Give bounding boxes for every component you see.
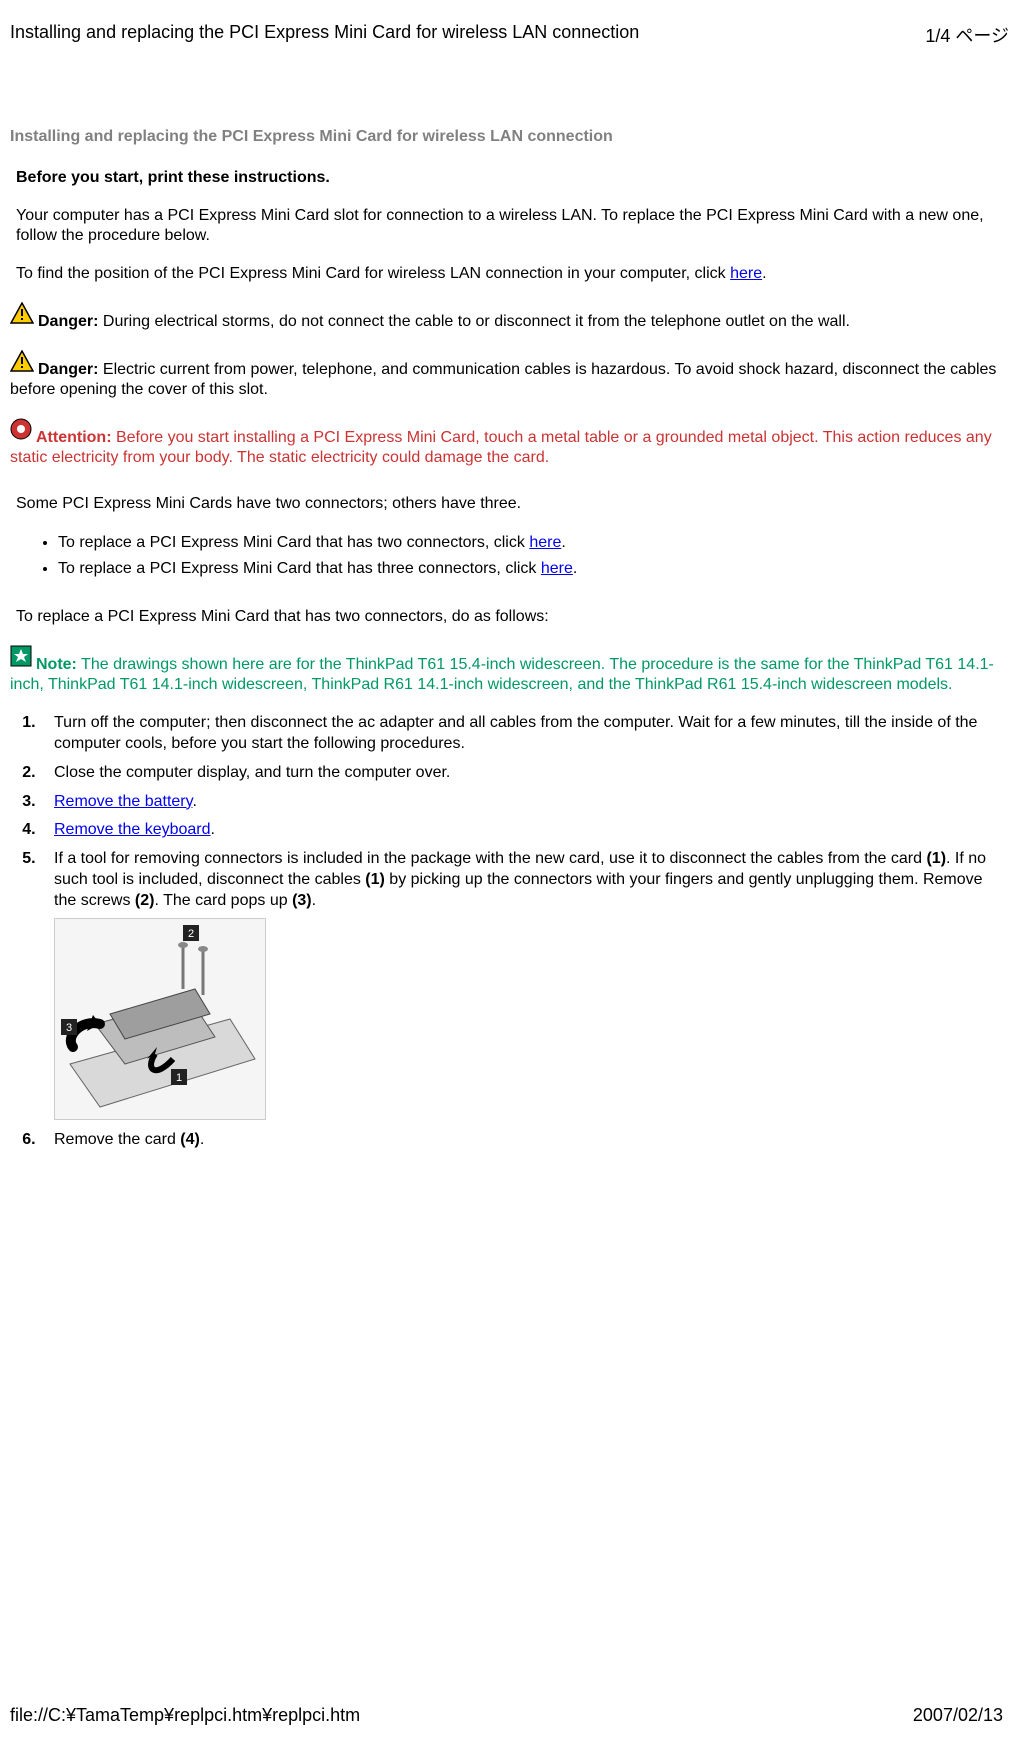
text: . The card pops up — [154, 892, 292, 909]
list-item: To replace a PCI Express Mini Card that … — [58, 532, 1003, 554]
callout-ref: (2) — [135, 892, 155, 909]
note-label: Note: — [36, 656, 77, 673]
text: If a tool for removing connectors is inc… — [54, 850, 926, 867]
note-icon — [10, 645, 32, 673]
text: . — [573, 560, 577, 577]
danger-label: Danger: — [38, 313, 98, 330]
step-text: Close the computer display, and turn the… — [54, 764, 450, 781]
list-item: To replace a PCI Express Mini Card that … — [58, 558, 1003, 580]
note-block: Note: The drawings shown here are for th… — [10, 645, 1003, 695]
step-3: Remove the battery. — [40, 792, 1003, 813]
step-6: Remove the card (4). — [40, 1130, 1003, 1151]
text: To replace a PCI Express Mini Card that … — [58, 560, 541, 577]
link-remove-battery[interactable]: Remove the battery — [54, 793, 192, 810]
link-position-here[interactable]: here — [730, 265, 762, 282]
text: . — [312, 892, 316, 909]
step-5: If a tool for removing connectors is inc… — [40, 849, 1003, 1119]
danger-text: Electric current from power, telephone, … — [10, 361, 996, 398]
callout-ref: (1) — [926, 850, 946, 867]
connector-options-list: To replace a PCI Express Mini Card that … — [10, 532, 1003, 579]
footer-path: file://C:¥TamaTemp¥replpci.htm¥replpci.h… — [10, 1705, 360, 1726]
text: . — [762, 265, 766, 282]
intro-instruction: Before you start, print these instructio… — [16, 168, 1003, 188]
attention-text: Before you start installing a PCI Expres… — [10, 429, 992, 466]
text: . — [561, 534, 565, 551]
document-title: Installing and replacing the PCI Express… — [10, 128, 1003, 146]
text: . — [211, 821, 215, 838]
danger-block-1: Danger: During electrical storms, do not… — [10, 302, 1003, 332]
step-2: Close the computer display, and turn the… — [40, 763, 1003, 784]
danger-label: Danger: — [38, 361, 98, 378]
procedure-steps: Turn off the computer; then disconnect t… — [10, 713, 1003, 1150]
step-text: Turn off the computer; then disconnect t… — [54, 714, 977, 752]
text: . — [192, 793, 196, 810]
header-pageinfo: 1/4 ページ — [925, 22, 1009, 48]
connectors-intro: Some PCI Express Mini Cards have two con… — [16, 494, 1003, 514]
document-body: Installing and replacing the PCI Express… — [0, 48, 1013, 1150]
text: . — [200, 1131, 204, 1148]
text: Remove the card — [54, 1131, 180, 1148]
attention-label: Attention: — [36, 429, 112, 446]
callout-ref: (1) — [365, 871, 385, 888]
page-header: Installing and replacing the PCI Express… — [0, 0, 1013, 48]
callout-ref: (3) — [292, 892, 312, 909]
callout-ref: (4) — [180, 1131, 200, 1148]
attention-block: Attention: Before you start installing a… — [10, 418, 1003, 468]
footer-date: 2007/02/13 — [913, 1705, 1003, 1726]
step-4: Remove the keyboard. — [40, 820, 1003, 841]
callout-2: 2 — [188, 928, 194, 940]
callout-1: 1 — [176, 1072, 182, 1084]
page-footer: file://C:¥TamaTemp¥replpci.htm¥replpci.h… — [0, 1705, 1013, 1748]
note-text: The drawings shown here are for the Thin… — [10, 656, 994, 693]
step-1: Turn off the computer; then disconnect t… — [40, 713, 1003, 755]
link-three-connectors[interactable]: here — [541, 560, 573, 577]
link-two-connectors[interactable]: here — [529, 534, 561, 551]
link-remove-keyboard[interactable]: Remove the keyboard — [54, 821, 211, 838]
danger-icon — [10, 350, 34, 378]
danger-icon — [10, 302, 34, 330]
attention-icon — [10, 418, 32, 446]
danger-text: During electrical storms, do not connect… — [98, 313, 850, 330]
paragraph-overview: Your computer has a PCI Express Mini Car… — [16, 206, 1003, 246]
figure-step5: 2 3 1 — [54, 918, 266, 1120]
text: To find the position of the PCI Express … — [16, 265, 730, 282]
danger-block-2: Danger: Electric current from power, tel… — [10, 350, 1003, 400]
paragraph-find-position: To find the position of the PCI Express … — [16, 264, 1003, 284]
two-connectors-intro: To replace a PCI Express Mini Card that … — [16, 607, 1003, 627]
text: To replace a PCI Express Mini Card that … — [58, 534, 529, 551]
header-title: Installing and replacing the PCI Express… — [10, 22, 639, 48]
callout-3: 3 — [66, 1022, 72, 1034]
